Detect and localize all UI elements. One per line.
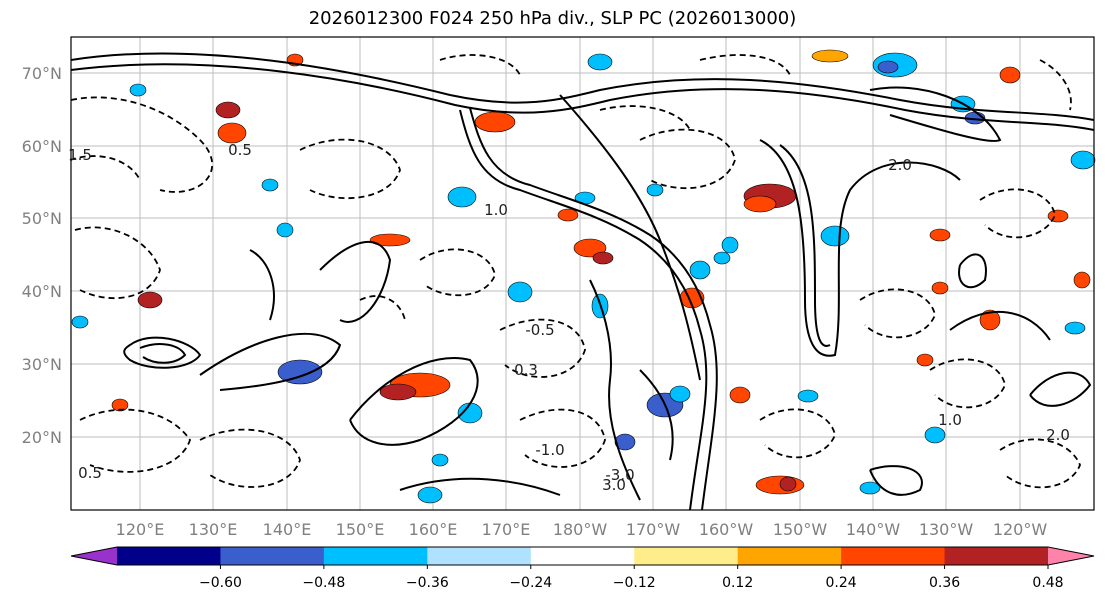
contour-label: 3.0 <box>602 476 626 494</box>
contour-label: -3.0 <box>605 466 634 484</box>
colorbar-tick-label: 0.12 <box>722 575 753 591</box>
colorbar-swatch <box>841 547 946 565</box>
lon-label: 140°W <box>846 520 901 539</box>
map-frame <box>70 36 1095 511</box>
lat-label: 30°N <box>22 355 62 374</box>
contour-label: 1.0 <box>938 411 962 429</box>
colorbar-tick-label: −0.48 <box>302 575 345 591</box>
colorbar-tick-label: 0.48 <box>1032 575 1063 591</box>
colorbar-extend-min <box>71 547 117 565</box>
colorbar-swatch <box>323 547 428 565</box>
lon-label: 140°E <box>263 520 312 539</box>
colorbar-tick-label: 0.36 <box>929 575 960 591</box>
contour-label: 0.5 <box>228 141 252 159</box>
colorbar-swatch <box>634 547 739 565</box>
lon-label: 120°W <box>993 520 1048 539</box>
lon-label: 130°E <box>189 520 238 539</box>
lon-label: 180°W <box>553 520 608 539</box>
contour-label: -1.0 <box>535 441 564 459</box>
colorbar-tick-label: −0.24 <box>509 575 552 591</box>
slp-dashed-contours <box>69 54 1081 489</box>
colorbar-swatch <box>530 547 635 565</box>
colorbar-swatch <box>427 547 532 565</box>
colorbar-swatch <box>117 547 221 565</box>
contour-labels: 0.5 1.0 1.5 2.0 3.0 -1.0 -0.5 0.3 -3.0 1.0 2.0 0.5 <box>68 141 1070 494</box>
contour-label: 2.0 <box>888 156 912 174</box>
lat-label: 70°N <box>22 64 62 83</box>
lon-label: 150°W <box>773 520 828 539</box>
map-panel: 0.5 1.0 1.5 2.0 3.0 -1.0 -0.5 0.3 -3.0 1.0 2.0 0.5 <box>68 36 1096 511</box>
colorbar: −0.60 −0.48 −0.36 −0.24 −0.12 0.12 0.24 0.36 0.4… <box>70 546 1095 591</box>
colorbar-swatch <box>220 547 325 565</box>
lat-label: 40°N <box>22 282 62 301</box>
colorbar-tick-label: 0.24 <box>826 575 857 591</box>
lat-label: 20°N <box>22 428 62 447</box>
lon-label: 120°E <box>116 520 165 539</box>
contour-label: 1.5 <box>68 146 92 164</box>
slp-contours <box>70 52 1095 511</box>
longitude-labels: 120°E 130°E 140°E 150°E 160°E 170°E 180°W 170°W… <box>116 520 1048 539</box>
divergence-shading <box>71 49 1096 504</box>
latitude-labels: 70°N 60°N 50°N 40°N 30°N 20°N <box>22 64 62 447</box>
colorbar-swatch <box>737 547 842 565</box>
contour-label: 0.3 <box>514 361 538 379</box>
colorbar-extend-max <box>1048 547 1094 565</box>
lat-label: 60°N <box>22 137 62 156</box>
colorbar-outline <box>70 546 1095 566</box>
lon-label: 130°W <box>919 520 974 539</box>
lon-label: 170°E <box>482 520 531 539</box>
colorbar-swatch <box>944 547 1049 565</box>
contour-label: 2.0 <box>1046 426 1070 444</box>
contour-label: 1.0 <box>484 201 508 219</box>
map-title: 2026012300 F024 250 hPa div., SLP PC (20… <box>308 8 797 29</box>
colorbar-tick-label: −0.60 <box>199 575 242 591</box>
colorbar-tick-label: −0.36 <box>406 575 449 591</box>
contour-label: 0.5 <box>78 464 102 482</box>
lon-label: 160°E <box>409 520 458 539</box>
colorbar-tick-label: −0.12 <box>613 575 656 591</box>
lat-label: 50°N <box>22 209 62 228</box>
lon-label: 150°E <box>336 520 385 539</box>
lon-label: 160°W <box>699 520 754 539</box>
lon-label: 170°W <box>626 520 681 539</box>
contour-label: -0.5 <box>525 321 554 339</box>
